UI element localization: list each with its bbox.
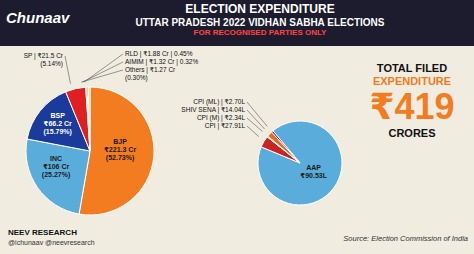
svg-text:AIMIM | ₹1.32 Cr | 0.32%: AIMIM | ₹1.32 Cr | 0.32% xyxy=(125,58,198,66)
html-text:FOR RECOGNISED PARTIES ONLY: FOR RECOGNISED PARTIES ONLY xyxy=(193,28,327,38)
svg-text:AAP₹90.53L: AAP₹90.53L xyxy=(300,164,327,179)
svg-text:SHIV SENA | ₹14.04L: SHIV SENA | ₹14.04L xyxy=(181,106,245,114)
svg-text:BSP₹66.2 Cr(15.79%): BSP₹66.2 Cr(15.79%) xyxy=(44,112,73,136)
html-text:EXPENDITURE: EXPENDITURE xyxy=(372,74,452,87)
svg-text:CPI | ₹27.91L: CPI | ₹27.91L xyxy=(205,122,246,130)
html-text:CRORES: CRORES xyxy=(388,126,436,139)
svg-text:SP | ₹21.5 Cr(5.14%): SP | ₹21.5 Cr(5.14%) xyxy=(24,52,64,68)
html-text:@ichunaav @neevresearch: @ichunaav @neevresearch xyxy=(8,239,95,246)
html-text:NEEV RESEARCH: NEEV RESEARCH xyxy=(8,228,77,237)
html-text:Chunaav: Chunaav xyxy=(6,9,70,26)
svg-text:INC₹106 Cr(25.27%): INC₹106 Cr(25.27%) xyxy=(42,155,70,179)
html-text:Source: Election Commission of: Source: Election Commission of India xyxy=(343,234,468,243)
svg-text:RLD | ₹1.88 Cr | 0.45%: RLD | ₹1.88 Cr | 0.45% xyxy=(125,50,193,58)
html-text:₹419: ₹419 xyxy=(369,86,455,128)
svg-text:BJP₹221.3 Cr(52.73%): BJP₹221.3 Cr(52.73%) xyxy=(104,138,136,162)
svg-text:CPI (ML) | ₹2.70L: CPI (ML) | ₹2.70L xyxy=(193,98,245,106)
html-text:TOTAL FILED: TOTAL FILED xyxy=(376,62,448,74)
html-text:UTTAR PRADESH 2022 VIDHAN SABH: UTTAR PRADESH 2022 VIDHAN SABHA ELECTION… xyxy=(135,16,385,28)
svg-text:Others | ₹1.27 Cr(0.30%): Others | ₹1.27 Cr(0.30%) xyxy=(125,66,176,82)
svg-text:CPI (M) | ₹2.34L: CPI (M) | ₹2.34L xyxy=(197,114,245,122)
html-text:ELECTION EXPENDITURE: ELECTION EXPENDITURE xyxy=(185,2,335,16)
